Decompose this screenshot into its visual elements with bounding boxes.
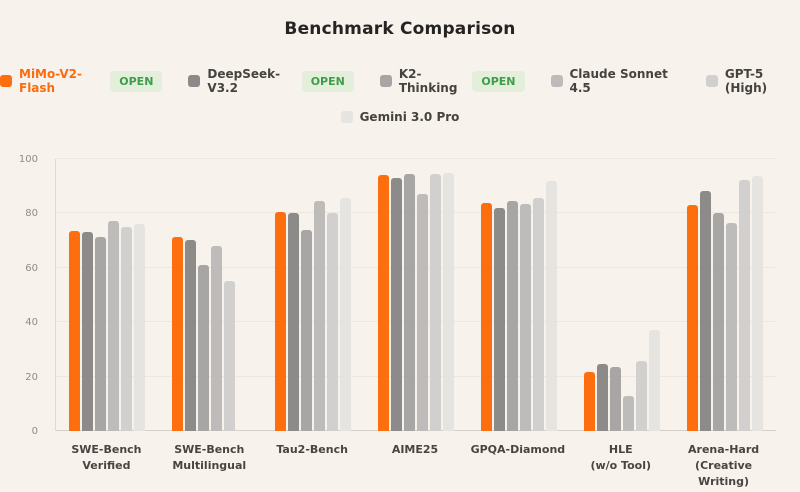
bar-deepseek-v3-2 — [185, 240, 197, 431]
bar-group-gpqa-diamond — [467, 159, 570, 431]
bar-claude-sonnet-4-5 — [417, 194, 428, 431]
open-badge: OPEN — [301, 70, 354, 92]
bar-groups — [56, 159, 776, 431]
bar-gpt-5-high — [224, 281, 236, 431]
bar-claude-sonnet-4-5 — [314, 200, 326, 431]
bar-deepseek-v3-2 — [82, 232, 94, 431]
x-axis-label: SWE-Bench Multilingual — [172, 443, 247, 472]
x-axis-label: SWE-Bench Verified — [71, 443, 142, 472]
bar-gemini-3-0-pro — [134, 223, 146, 431]
legend-label: Claude Sonnet 4.5 — [569, 67, 668, 95]
legend-swatch-icon — [379, 75, 392, 87]
bar-group-swe-bench-verified — [56, 159, 159, 431]
bar-deepseek-v3-2 — [699, 190, 711, 431]
legend-swatch-icon — [340, 111, 353, 123]
bar-deepseek-v3-2 — [493, 207, 505, 431]
gridline — [56, 212, 776, 214]
legend-item-claude-sonnet-4-5[interactable]: Claude Sonnet 4.5 — [550, 67, 680, 95]
legend-label: K2-Thinking — [398, 67, 458, 95]
legend-item-deepseek-v3-2[interactable]: DeepSeek-V3.2 OPEN — [188, 67, 354, 95]
legend-item-k2-thinking[interactable]: K2-Thinking OPEN — [379, 67, 525, 95]
bar-group-tau2-bench — [262, 159, 365, 431]
legend-label: Gemini 3.0 Pro — [359, 110, 460, 124]
bar-mimo-v2-flash — [480, 203, 492, 431]
bar-gemini-3-0-pro — [648, 329, 660, 431]
bar-gpt-5-high — [121, 227, 133, 431]
legend-swatch-icon — [705, 75, 718, 87]
legend-item-gemini-3-0-pro[interactable]: Gemini 3.0 Pro — [340, 110, 460, 124]
bar-k2-thinking — [404, 173, 415, 431]
x-axis-label: HLE (w/o Tool) — [590, 443, 651, 472]
legend-swatch-icon — [550, 75, 563, 87]
x-axis-label: Arena-Hard (Creative Writing) — [688, 443, 760, 488]
x-axis-label: GPQA-Diamond — [470, 443, 566, 456]
bar-k2-thinking — [95, 237, 107, 431]
chart-title: Benchmark Comparison — [284, 19, 516, 39]
bar-k2-thinking — [609, 367, 621, 431]
x-axis-labels: SWE-Bench Verified SWE-Bench Multilingual… — [55, 442, 775, 490]
bar-deepseek-v3-2 — [596, 364, 608, 431]
legend-label: DeepSeek-V3.2 — [207, 67, 281, 95]
bar-gpt-5-high — [532, 197, 544, 431]
bar-gemini-3-0-pro — [443, 172, 454, 431]
legend-item-mimo-v2-flash[interactable]: MiMo-V2-Flash OPEN — [0, 67, 163, 95]
x-axis-label: AIME25 — [391, 443, 439, 456]
legend-row-1: MiMo-V2-Flash OPEN DeepSeek-V3.2 OPEN K2-Thi… — [0, 67, 800, 95]
bar-claude-sonnet-4-5 — [108, 221, 120, 431]
bar-claude-sonnet-4-5 — [519, 204, 531, 431]
gridline — [56, 321, 776, 323]
y-axis-labels: 0 20 40 60 80 100 — [0, 154, 48, 437]
bar-gpt-5-high — [738, 179, 750, 431]
bar-gemini-3-0-pro — [751, 175, 763, 431]
legend-label: MiMo-V2-Flash — [19, 67, 82, 95]
bar-k2-thinking — [712, 213, 724, 431]
open-badge: OPEN — [110, 70, 163, 92]
bar-group-hle-w-o-tool — [570, 159, 673, 431]
bar-k2-thinking — [301, 229, 313, 431]
bar-gemini-3-0-pro — [545, 181, 557, 431]
bar-k2-thinking — [506, 200, 518, 431]
bar-mimo-v2-flash — [686, 204, 698, 431]
legend-label: GPT-5 (High) — [724, 67, 768, 95]
x-axis-label: Tau2-Bench — [276, 443, 348, 456]
legend-row-2: Gemini 3.0 Pro — [340, 110, 460, 124]
gridline — [56, 266, 776, 268]
open-badge: OPEN — [472, 70, 525, 92]
bar-mimo-v2-flash — [378, 175, 389, 431]
gridline — [56, 375, 776, 377]
y-tick-label: 40 — [25, 317, 38, 329]
gridline — [56, 430, 776, 431]
bar-mimo-v2-flash — [583, 371, 595, 431]
y-tick-label: 60 — [25, 262, 38, 274]
bar-mimo-v2-flash — [275, 212, 287, 431]
bar-mimo-v2-flash — [172, 236, 184, 431]
bar-claude-sonnet-4-5 — [211, 246, 223, 431]
bar-gpt-5-high — [430, 173, 441, 431]
bar-gemini-3-0-pro — [340, 198, 352, 431]
bar-mimo-v2-flash — [69, 231, 81, 431]
legend-item-gpt-5-high[interactable]: GPT-5 (High) — [705, 67, 800, 95]
bar-k2-thinking — [198, 265, 210, 431]
bar-group-swe-bench-multilingual — [159, 159, 262, 431]
legend-swatch-icon — [0, 75, 12, 87]
bar-claude-sonnet-4-5 — [725, 223, 737, 431]
bar-deepseek-v3-2 — [391, 178, 402, 431]
y-tick-label: 80 — [25, 208, 38, 220]
y-tick-label: 0 — [31, 426, 38, 437]
bar-claude-sonnet-4-5 — [622, 395, 634, 431]
y-tick-label: 100 — [18, 154, 38, 165]
bar-gpt-5-high — [327, 213, 339, 431]
legend: MiMo-V2-Flash OPEN DeepSeek-V3.2 OPEN K2-Thi… — [0, 67, 800, 124]
legend-swatch-icon — [188, 75, 201, 87]
bar-group-arena-hard-creative-writing — [673, 159, 776, 431]
bar-group-aime25 — [365, 159, 468, 431]
plot-area — [55, 158, 776, 431]
bar-gpt-5-high — [635, 360, 647, 431]
gridline — [56, 158, 776, 159]
bar-deepseek-v3-2 — [288, 212, 300, 431]
y-tick-label: 20 — [25, 371, 38, 383]
